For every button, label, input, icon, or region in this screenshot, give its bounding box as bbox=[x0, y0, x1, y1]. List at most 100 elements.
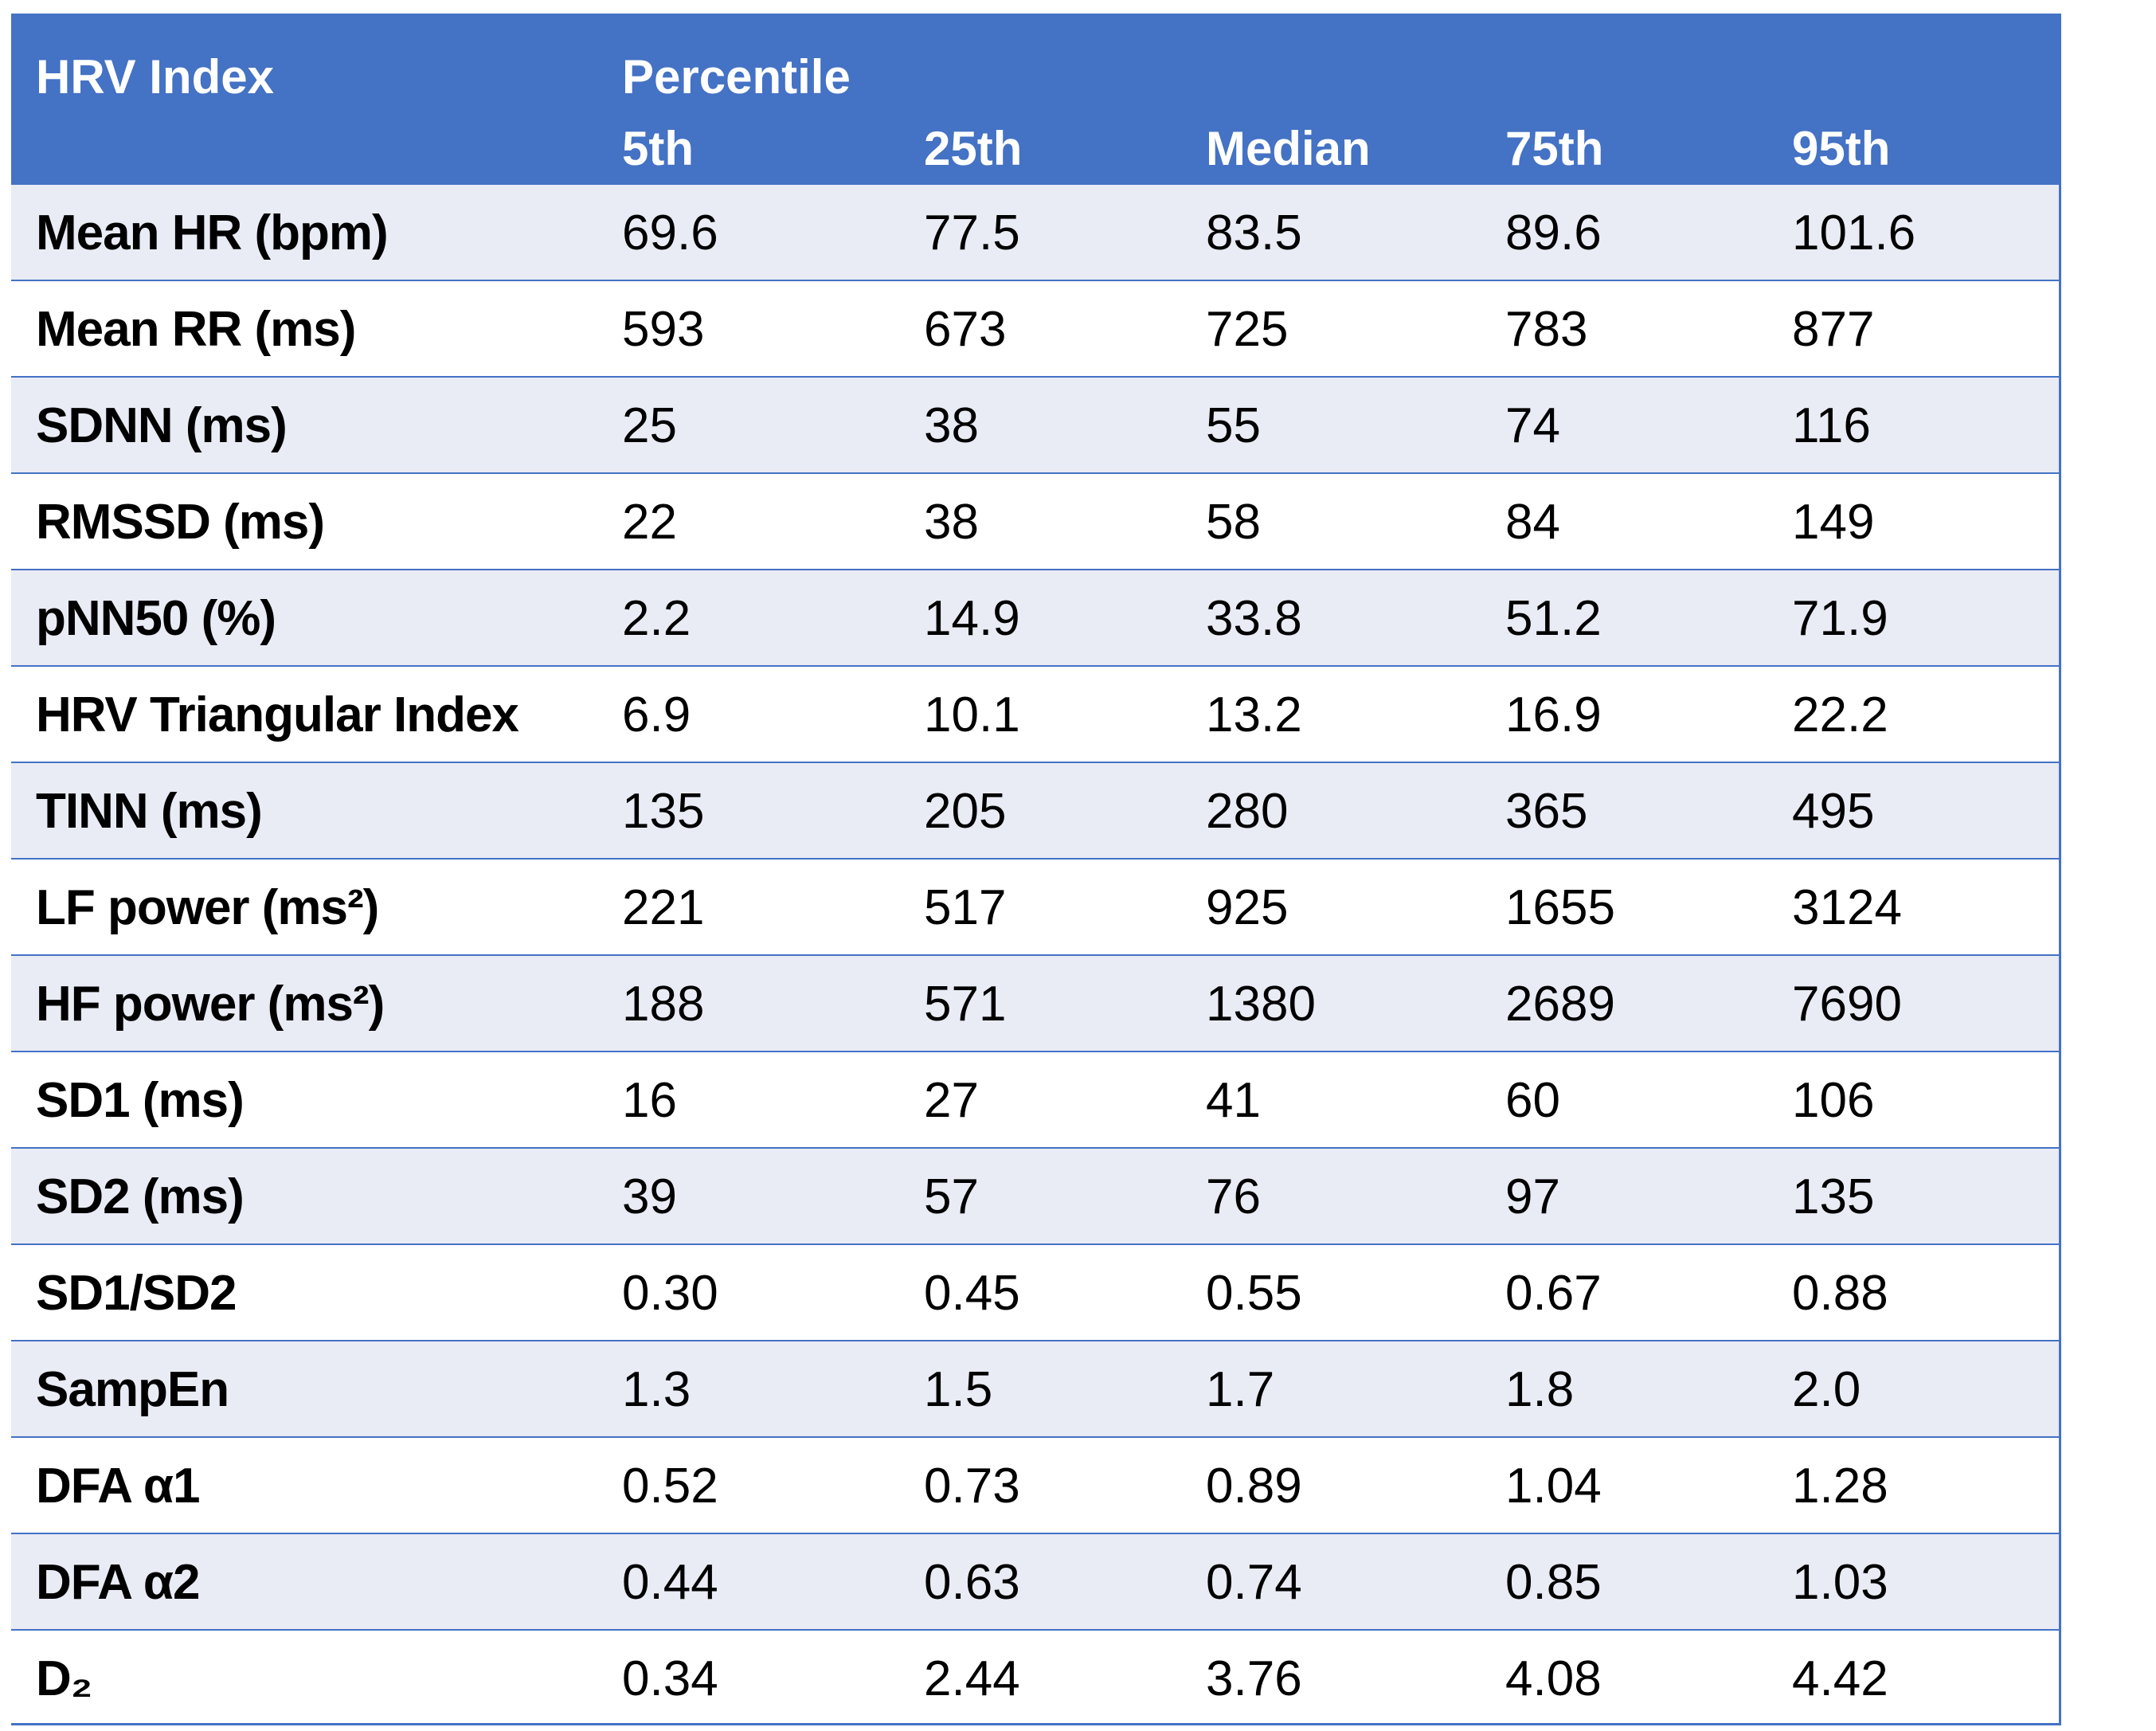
cell-value: 1.03 bbox=[1792, 1555, 1888, 1610]
row-label: TINN (ms) bbox=[36, 784, 263, 839]
cell-value: 725 bbox=[1206, 302, 1289, 357]
cell-value: 0.30 bbox=[622, 1266, 718, 1321]
header-index: HRV Index bbox=[36, 50, 274, 104]
cell-value: 135 bbox=[622, 784, 705, 839]
cell-value: 0.88 bbox=[1792, 1266, 1888, 1321]
cell-value: 69.6 bbox=[622, 206, 718, 260]
cell-value: 13.2 bbox=[1206, 687, 1302, 742]
cell-value: 3124 bbox=[1792, 880, 1902, 935]
cell-value: 27 bbox=[924, 1073, 979, 1128]
cell-value: 2.2 bbox=[622, 591, 691, 646]
cell-value: 1.5 bbox=[924, 1362, 993, 1417]
cell-value: 14.9 bbox=[924, 591, 1020, 646]
cell-value: 25 bbox=[622, 398, 677, 453]
cell-value: 135 bbox=[1792, 1169, 1875, 1224]
cell-value: 2689 bbox=[1505, 977, 1615, 1032]
cell-value: 51.2 bbox=[1505, 591, 1602, 646]
cell-value: 74 bbox=[1505, 398, 1560, 453]
cell-value: 77.5 bbox=[924, 206, 1020, 260]
table-row: DFA α2 0.44 0.63 0.74 0.85 1.03 bbox=[11, 1533, 2061, 1629]
row-label: SD2 (ms) bbox=[36, 1169, 245, 1224]
cell-value: 6.9 bbox=[622, 687, 691, 742]
cell-value: 39 bbox=[622, 1169, 677, 1224]
table-row: Mean HR (bpm) 69.6 77.5 83.5 89.6 101.6 bbox=[11, 183, 2061, 280]
cell-value: 10.1 bbox=[924, 687, 1020, 742]
cell-value: 0.34 bbox=[622, 1651, 718, 1706]
row-label: D₂ bbox=[36, 1651, 92, 1706]
cell-value: 593 bbox=[622, 302, 705, 357]
table-header: HRV Index Percentile 5th 25th Median 75th 95… bbox=[11, 14, 2061, 183]
cell-value: 1.3 bbox=[622, 1362, 691, 1417]
cell-value: 571 bbox=[924, 977, 1007, 1032]
cell-value: 16.9 bbox=[1505, 687, 1602, 742]
cell-value: 280 bbox=[1206, 784, 1289, 839]
cell-value: 925 bbox=[1206, 880, 1289, 935]
cell-value: 783 bbox=[1505, 302, 1588, 357]
cell-value: 41 bbox=[1206, 1073, 1261, 1128]
cell-value: 38 bbox=[924, 398, 979, 453]
cell-value: 0.85 bbox=[1505, 1555, 1602, 1610]
table-row: D₂ 0.34 2.44 3.76 4.08 4.42 bbox=[11, 1629, 2061, 1725]
table-row: DFA α1 0.52 0.73 0.89 1.04 1.28 bbox=[11, 1436, 2061, 1533]
column-header: 95th bbox=[1792, 122, 1891, 175]
cell-value: 1.04 bbox=[1505, 1459, 1602, 1514]
cell-value: 365 bbox=[1505, 784, 1588, 839]
cell-value: 1.8 bbox=[1505, 1362, 1575, 1417]
row-label: Mean RR (ms) bbox=[36, 302, 356, 357]
cell-value: 33.8 bbox=[1206, 591, 1302, 646]
table-row: SampEn 1.3 1.5 1.7 1.8 2.0 bbox=[11, 1340, 2061, 1436]
cell-value: 60 bbox=[1505, 1073, 1560, 1128]
cell-value: 221 bbox=[622, 880, 705, 935]
cell-value: 22 bbox=[622, 495, 677, 550]
cell-value: 2.0 bbox=[1792, 1362, 1861, 1417]
header-group: Percentile bbox=[622, 50, 851, 104]
cell-value: 149 bbox=[1792, 495, 1875, 550]
row-label: DFA α2 bbox=[36, 1555, 201, 1610]
row-label: SDNN (ms) bbox=[36, 398, 288, 453]
cell-value: 205 bbox=[924, 784, 1007, 839]
cell-value: 97 bbox=[1505, 1169, 1560, 1224]
row-label: HRV Triangular Index bbox=[36, 687, 519, 742]
cell-value: 0.74 bbox=[1206, 1555, 1302, 1610]
table-row: LF power (ms²) 221 517 925 1655 3124 bbox=[11, 858, 2061, 954]
cell-value: 0.67 bbox=[1505, 1266, 1602, 1321]
column-header: 75th bbox=[1505, 122, 1604, 175]
cell-value: 0.63 bbox=[924, 1555, 1020, 1610]
cell-value: 0.44 bbox=[622, 1555, 718, 1610]
row-label: pNN50 (%) bbox=[36, 591, 276, 646]
cell-value: 673 bbox=[924, 302, 1007, 357]
cell-value: 38 bbox=[924, 495, 979, 550]
cell-value: 0.73 bbox=[924, 1459, 1020, 1514]
row-label: LF power (ms²) bbox=[36, 880, 379, 935]
row-label: HF power (ms²) bbox=[36, 977, 385, 1032]
cell-value: 7690 bbox=[1792, 977, 1902, 1032]
cell-value: 57 bbox=[924, 1169, 979, 1224]
row-label: DFA α1 bbox=[36, 1459, 201, 1514]
table-row: HRV Triangular Index 6.9 10.1 13.2 16.9 22.2 bbox=[11, 665, 2061, 762]
cell-value: 1380 bbox=[1206, 977, 1316, 1032]
table-row: SD1 (ms) 16 27 41 60 106 bbox=[11, 1051, 2061, 1147]
cell-value: 106 bbox=[1792, 1073, 1875, 1128]
cell-value: 76 bbox=[1206, 1169, 1261, 1224]
cell-value: 877 bbox=[1792, 302, 1875, 357]
cell-value: 89.6 bbox=[1505, 206, 1602, 260]
row-label: RMSSD (ms) bbox=[36, 495, 325, 550]
column-header: Median bbox=[1206, 122, 1371, 175]
column-header: 5th bbox=[622, 122, 694, 175]
cell-value: 0.89 bbox=[1206, 1459, 1302, 1514]
cell-value: 84 bbox=[1505, 495, 1560, 550]
cell-value: 4.42 bbox=[1792, 1651, 1888, 1706]
table-row: RMSSD (ms) 22 38 58 84 149 bbox=[11, 472, 2061, 569]
cell-value: 0.52 bbox=[622, 1459, 718, 1514]
cell-value: 55 bbox=[1206, 398, 1261, 453]
table-row: HF power (ms²) 188 571 1380 2689 7690 bbox=[11, 954, 2061, 1051]
table-row: Mean RR (ms) 593 673 725 783 877 bbox=[11, 280, 2061, 376]
cell-value: 4.08 bbox=[1505, 1651, 1602, 1706]
cell-value: 83.5 bbox=[1206, 206, 1302, 260]
cell-value: 3.76 bbox=[1206, 1651, 1302, 1706]
row-label: Mean HR (bpm) bbox=[36, 206, 389, 260]
cell-value: 1.28 bbox=[1792, 1459, 1888, 1514]
cell-value: 1655 bbox=[1505, 880, 1615, 935]
cell-value: 71.9 bbox=[1792, 591, 1888, 646]
